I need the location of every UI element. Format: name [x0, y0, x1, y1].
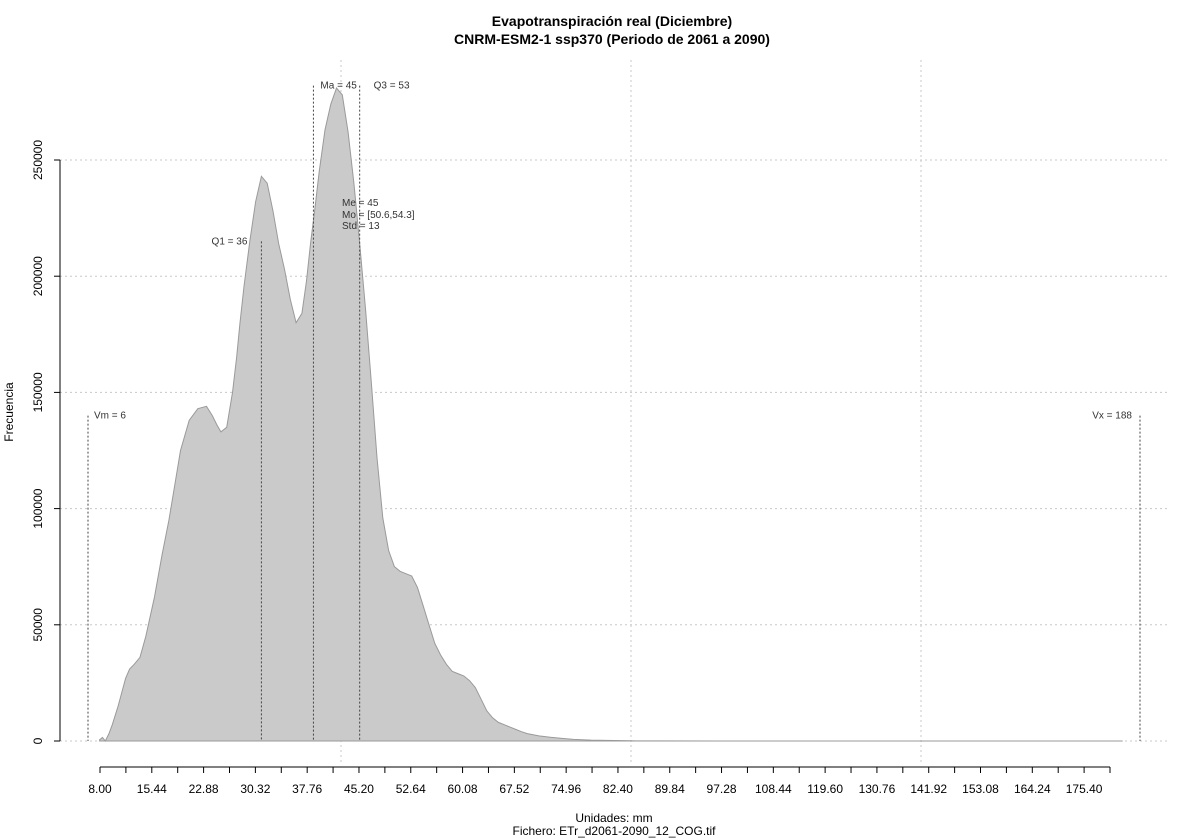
x-tick-label: 141.92 — [910, 782, 947, 796]
stat-label: Vx = 188 — [1092, 411, 1132, 422]
x-tick-label: 67.52 — [499, 782, 529, 796]
chart-title: Evapotranspiración real (Diciembre) — [492, 13, 732, 29]
x-tick-label: 164.24 — [1014, 782, 1051, 796]
stat-mode: Mo = [50.6,54.3] — [342, 210, 415, 221]
x-tick-label: 153.08 — [962, 782, 999, 796]
x-axis-label: Unidades: mm — [575, 811, 652, 825]
y-tick-label: 200000 — [31, 256, 45, 296]
y-tick-label: 100000 — [31, 488, 45, 528]
y-axis-ticks: 0 50000 100000 150000 200000 250000 — [31, 140, 60, 744]
x-tick-label: 97.28 — [707, 782, 737, 796]
y-axis-label: Frecuencia — [2, 382, 16, 442]
y-tick-label: 150000 — [31, 372, 45, 412]
x-tick-label: 130.76 — [859, 782, 896, 796]
x-tick-label: 108.44 — [755, 782, 792, 796]
y-tick-label: 250000 — [31, 140, 45, 180]
x-tick-label: 52.64 — [396, 782, 426, 796]
statistic-markers: Vm = 6 Q1 = 36 Ma = 45 Q3 = 53 Vx = 188 — [87, 81, 1141, 741]
file-caption: Fichero: ETr_d2061-2090_12_COG.tif — [513, 824, 717, 838]
x-tick-label: 175.40 — [1066, 782, 1103, 796]
x-tick-label: 45.20 — [344, 782, 374, 796]
x-tick-label: 15.44 — [137, 782, 167, 796]
x-tick-label: 82.40 — [603, 782, 633, 796]
stat-label: Vm = 6 — [94, 411, 126, 422]
stat-std: Std = 13 — [342, 221, 380, 232]
x-tick-label: 89.84 — [655, 782, 685, 796]
axes — [59, 160, 1110, 768]
x-axis-ticks: 8.00 15.44 22.88 30.32 37.76 45.20 52.64 60.08 6… — [88, 767, 1111, 796]
density-series — [99, 87, 1123, 742]
x-tick-label: 8.00 — [88, 782, 112, 796]
density-area — [99, 87, 1123, 742]
stat-label: Q3 = 53 — [374, 81, 410, 92]
y-tick-label: 0 — [31, 737, 45, 744]
x-tick-label: 60.08 — [448, 782, 478, 796]
stat-label: Ma = 45 — [320, 81, 357, 92]
stat-label: Q1 = 36 — [212, 236, 248, 247]
y-tick-label: 50000 — [31, 608, 45, 642]
x-tick-label: 74.96 — [551, 782, 581, 796]
x-tick-label: 119.60 — [807, 782, 843, 796]
chart-subtitle: CNRM-ESM2-1 ssp370 (Periodo de 2061 a 20… — [454, 31, 770, 47]
x-tick-label: 37.76 — [292, 782, 322, 796]
x-tick-label: 30.32 — [240, 782, 270, 796]
stat-median: Me = 45 — [342, 198, 379, 209]
x-tick-label: 22.88 — [189, 782, 219, 796]
